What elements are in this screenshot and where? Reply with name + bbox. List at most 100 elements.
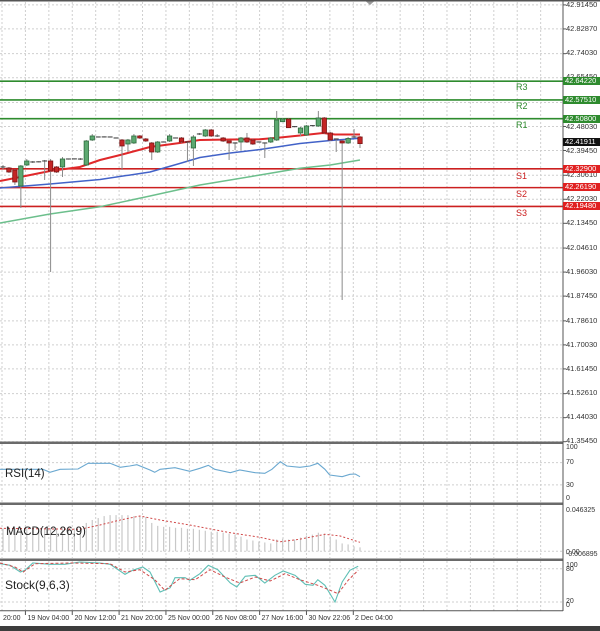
candle xyxy=(327,131,333,141)
candle xyxy=(71,158,77,160)
s3-price-badge: 42.19480 xyxy=(563,202,600,210)
candle xyxy=(333,138,339,152)
macd-title: MACD(12,26,9) xyxy=(6,526,86,538)
candle xyxy=(208,128,214,137)
candle xyxy=(220,136,226,142)
price-tick-label: 41.70030 xyxy=(566,339,598,349)
candle xyxy=(36,161,42,163)
r1-price-badge: 42.50800 xyxy=(563,114,600,123)
candle xyxy=(315,110,321,127)
stoch-title: Stock(9,6,3) xyxy=(5,578,70,592)
candle xyxy=(83,139,89,166)
candle xyxy=(280,117,286,123)
price-tick-label: 42.82870 xyxy=(566,23,598,33)
panel-separator[interactable] xyxy=(0,558,563,562)
time-label: 20 Nov 12:00 xyxy=(74,615,117,622)
price-tick-label: 42.04610 xyxy=(566,242,598,252)
macd-scale-label: 0.00 xyxy=(566,549,580,556)
candle xyxy=(24,158,30,166)
candle xyxy=(351,128,357,138)
price-tick-label: 41.35450 xyxy=(566,435,598,445)
candle xyxy=(101,136,107,138)
macd-scale-label: -0.006895 xyxy=(566,550,598,558)
status-bar-edge xyxy=(0,626,600,631)
candle xyxy=(339,139,345,300)
macd-scale-label: 0.046325 xyxy=(566,507,596,514)
panel-separator[interactable] xyxy=(0,441,563,445)
candle xyxy=(6,166,12,173)
price-tick-label: 42.39450 xyxy=(566,145,598,155)
rsi-scale-label: 30 xyxy=(566,481,574,489)
rsi-scale-label: 100 xyxy=(566,444,578,451)
macd-histogram xyxy=(0,515,361,552)
candle xyxy=(42,159,48,180)
panel-separator[interactable] xyxy=(0,502,563,506)
r2-price-badge: 42.57510 xyxy=(563,96,600,104)
stoch-scale-label: 100 xyxy=(566,561,578,569)
price-tick-label: 42.91450 xyxy=(566,0,598,9)
stoch-scale-label: 20 xyxy=(566,597,574,605)
candle xyxy=(89,133,95,141)
price-tick-label: 42.13450 xyxy=(566,218,598,227)
stoch-d-line xyxy=(0,562,359,595)
time-label: 26 Nov 08:00 xyxy=(215,615,257,622)
candle xyxy=(357,135,363,148)
candle xyxy=(53,165,60,173)
s2-price-badge: 42.26190 xyxy=(563,183,600,191)
candle xyxy=(18,164,24,208)
r2-label: R2 xyxy=(516,101,528,111)
rsi-scale-label: 70 xyxy=(566,459,574,466)
candle xyxy=(59,156,66,177)
grid-lines xyxy=(0,2,563,611)
candle xyxy=(149,141,155,160)
time-label: 21 Nov 20:00 xyxy=(121,615,163,622)
candle xyxy=(125,138,131,152)
candle xyxy=(161,141,167,143)
candle xyxy=(184,141,190,162)
time-label: 2 Dec 04:00 xyxy=(355,615,393,622)
candle xyxy=(196,132,202,135)
candle xyxy=(143,137,149,142)
s1-price-badge: 42.32900 xyxy=(563,164,600,173)
candle xyxy=(202,128,208,137)
stoch-scale-label: 0 xyxy=(566,601,570,609)
candle xyxy=(345,136,351,144)
s3-label: S3 xyxy=(516,208,528,218)
moving-average-line xyxy=(0,159,361,224)
time-label: 27 Nov 16:00 xyxy=(261,615,304,622)
panel-frames xyxy=(0,0,600,615)
candle xyxy=(119,138,125,170)
price-tick-label: 42.48030 xyxy=(566,121,598,131)
candle xyxy=(214,133,220,137)
r1-label: R1 xyxy=(516,120,528,130)
s2-label: S2 xyxy=(516,189,528,199)
r3-price-badge: 42.64220 xyxy=(563,77,600,85)
current-price-badge: 42.41911 xyxy=(563,138,600,146)
moving-average-line xyxy=(0,137,361,189)
candle xyxy=(309,125,315,127)
candle xyxy=(303,124,310,136)
macd-signal-line xyxy=(0,515,361,543)
candle xyxy=(244,132,250,143)
candle xyxy=(268,136,274,143)
price-tick-label: 41.96030 xyxy=(566,266,598,276)
candle xyxy=(250,138,256,145)
candle xyxy=(0,164,6,169)
candle xyxy=(30,160,36,163)
candle xyxy=(274,110,280,141)
rsi-scale-label: 0 xyxy=(566,494,570,502)
candle xyxy=(137,134,143,139)
candle xyxy=(238,136,244,150)
time-label: 30 Nov 22:06 xyxy=(308,615,351,622)
price-tick-label: 42.74030 xyxy=(566,48,598,57)
candle xyxy=(297,126,304,136)
price-tick-label: 41.52610 xyxy=(566,388,598,397)
rsi-line xyxy=(0,461,361,478)
candle xyxy=(256,141,262,143)
candle xyxy=(321,116,327,134)
time-label: 19 Nov 04:00 xyxy=(27,615,70,622)
price-tick-label: 42.30610 xyxy=(566,170,598,179)
price-tick-label: 41.78610 xyxy=(566,315,598,325)
candle xyxy=(65,158,71,160)
